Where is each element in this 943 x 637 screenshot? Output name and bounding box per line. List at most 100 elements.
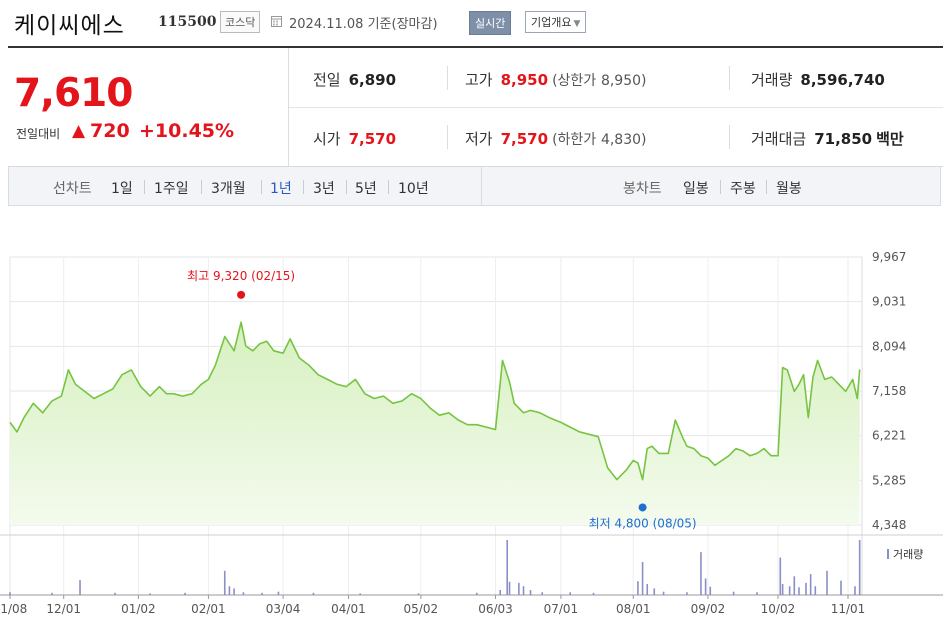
stat-label: 고가	[465, 71, 493, 89]
y-tick-label: 7,158	[872, 384, 906, 398]
stat-label: 전일	[313, 71, 341, 89]
volume-bar	[228, 586, 231, 595]
stat-label: 시가	[313, 130, 341, 148]
range-separator	[144, 180, 145, 194]
volume-bar	[529, 590, 532, 595]
change-value: 720	[90, 120, 130, 142]
range-1y[interactable]: 1년	[270, 181, 292, 197]
range-separator	[766, 180, 767, 194]
lower-limit-value: 4,830)	[600, 132, 647, 148]
upper-limit-value: 8,950)	[600, 73, 647, 89]
volume-bar	[149, 593, 151, 595]
current-price: 7,610	[14, 71, 133, 116]
stat-value: 8,596,740	[800, 71, 885, 89]
x-tick-label: 08/01	[616, 602, 651, 616]
volume-bar	[499, 590, 501, 595]
col-divider	[729, 125, 730, 149]
high-label: 최고 9,320 (02/15)	[187, 269, 295, 283]
as-of-date: 2024.11.08 기준(장마감)	[289, 13, 438, 32]
upper-limit-label: (상한가	[552, 73, 597, 89]
volume-bar	[541, 592, 544, 595]
realtime-button[interactable]: 실시간	[469, 11, 512, 35]
price-chart-svg: 9,967 9,031 8,094 7,158 6,221 5,285 4,348 최고 9,…	[0, 250, 943, 616]
stock-header: 케이씨에스 115500 코스닥 2024.11.08 기준(장마감) 실시간 …	[0, 0, 943, 46]
stat-prev-close: 전일 6,890	[313, 69, 396, 90]
x-tick-label: 11/01	[831, 602, 866, 616]
x-tick-label: 03/04	[266, 602, 301, 616]
volume-bar	[242, 592, 245, 595]
volume-bar	[184, 592, 186, 595]
price-box: 7,610 전일대비 ▲ 720 +10.45%	[8, 48, 289, 167]
volume-legend-label: 거래량	[893, 548, 923, 561]
range-10y[interactable]: 10년	[398, 181, 429, 197]
volume-bar	[508, 581, 511, 595]
volume-bar	[709, 586, 712, 595]
range-1w[interactable]: 1주일	[154, 181, 189, 197]
volume-bar	[51, 592, 53, 595]
price-chart: 9,967 9,031 8,094 7,158 6,221 5,285 4,348 최고 9,…	[0, 206, 943, 637]
stat-volume: 거래량 8,596,740	[751, 69, 885, 90]
row-divider	[289, 107, 943, 108]
x-tick-label: 07/01	[544, 602, 579, 616]
stat-label: 저가	[465, 130, 493, 148]
stat-low: 저가 7,570 (하한가 4,830)	[465, 128, 647, 149]
candle-weekly[interactable]: 주봉	[730, 181, 756, 197]
volume-bar	[261, 592, 263, 595]
price-line	[9, 321, 861, 481]
volume-bar	[662, 591, 665, 595]
volume-bar	[732, 591, 735, 595]
volume-bar	[756, 592, 758, 595]
volume-bar	[569, 592, 572, 595]
low-label: 최저 4,800 (08/05)	[589, 516, 697, 530]
stat-high: 고가 8,950 (상한가 8,950)	[465, 69, 647, 90]
company-overview-dropdown[interactable]: 기업개요 ▼	[525, 11, 587, 33]
volume-bar	[779, 557, 782, 595]
stat-label: 거래대금	[751, 130, 807, 148]
candle-chart-label: 봉차트	[623, 181, 662, 197]
col-divider	[729, 66, 730, 90]
volume-bar	[114, 592, 116, 595]
range-separator	[346, 180, 347, 194]
candle-monthly[interactable]: 월봉	[776, 181, 802, 197]
x-tick-label: 11/08	[0, 602, 27, 616]
volume-bar	[854, 586, 856, 595]
stat-value: 7,570	[348, 130, 397, 148]
date-suffix: 기준(장마감)	[367, 17, 438, 32]
company-overview-label: 기업개요	[531, 16, 572, 29]
change-label: 전일대비	[16, 127, 61, 141]
quote-summary: 7,610 전일대비 ▲ 720 +10.45% 전일 6,890 고가 8,950…	[8, 46, 943, 168]
stat-value: 7,570	[500, 130, 549, 148]
stock-code: 115500	[158, 14, 217, 30]
stat-label: 거래량	[751, 71, 793, 89]
volume-bar	[223, 570, 226, 595]
volume-bar	[522, 586, 525, 595]
y-tick-label: 9,031	[872, 295, 906, 309]
col-divider	[447, 66, 448, 90]
volume-bar	[417, 593, 420, 595]
low-marker	[638, 503, 647, 512]
x-tick-label: 06/03	[478, 602, 513, 616]
volume-bar	[653, 588, 656, 595]
volume-bar	[805, 582, 807, 595]
volume-bar	[704, 578, 707, 595]
x-tick-label: 10/02	[761, 602, 796, 616]
y-tick-label: 9,967	[872, 250, 906, 264]
price-area	[10, 322, 860, 525]
line-chart-label: 선차트	[53, 181, 92, 197]
col-divider	[447, 125, 448, 149]
range-3m[interactable]: 3개월	[211, 181, 246, 197]
stat-unit: 백만	[876, 130, 904, 148]
x-tick-label: 02/01	[191, 602, 226, 616]
volume-bar	[637, 581, 639, 595]
range-3y[interactable]: 3년	[313, 181, 335, 197]
volume-bar	[700, 552, 702, 595]
volume-bar	[518, 582, 520, 595]
stat-grid: 전일 6,890 고가 8,950 (상한가 8,950) 거래량 8,596,740 …	[289, 48, 943, 167]
range-separator	[388, 180, 389, 194]
y-tick-label: 6,221	[872, 429, 906, 443]
volume-bar	[592, 592, 595, 595]
stat-value: 71,850	[814, 130, 873, 148]
range-1d[interactable]: 1일	[111, 181, 133, 197]
candle-daily[interactable]: 일봉	[683, 181, 709, 197]
range-5y[interactable]: 5년	[355, 181, 377, 197]
